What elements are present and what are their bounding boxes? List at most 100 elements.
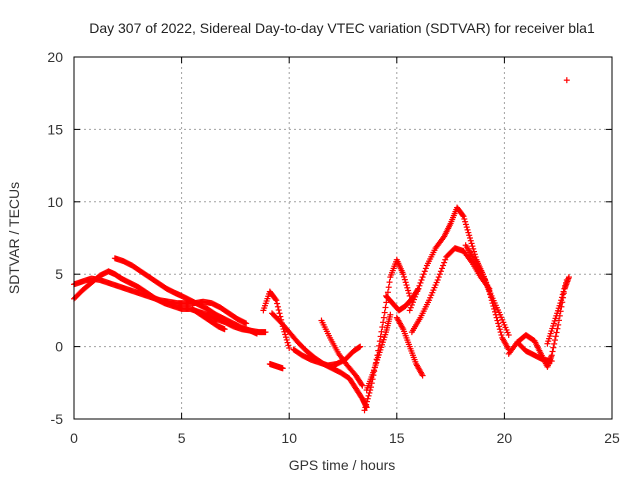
data-point	[380, 314, 387, 321]
data-point	[434, 276, 441, 283]
data-point	[414, 288, 421, 295]
data-point	[380, 319, 387, 326]
data-point	[253, 330, 260, 337]
data-point	[562, 282, 569, 289]
data-point	[498, 332, 505, 339]
series-track-o	[408, 245, 493, 336]
x-tick-label: 5	[178, 430, 186, 446]
data-point	[286, 345, 293, 352]
data-point	[559, 291, 566, 298]
data-point	[357, 343, 364, 350]
data-point	[491, 305, 498, 312]
data-point	[551, 340, 558, 347]
data-point	[462, 221, 469, 228]
data-point	[496, 326, 503, 333]
data-point	[553, 329, 560, 336]
data-point	[379, 324, 386, 331]
data-point	[413, 291, 420, 298]
data-point	[494, 317, 501, 324]
x-axis-label: GPS time / hours	[289, 457, 396, 473]
data-point	[262, 329, 269, 336]
data-point	[495, 320, 502, 327]
data-point	[491, 308, 498, 315]
y-tick-label: 15	[47, 121, 63, 137]
data-point	[493, 314, 500, 321]
series-track-c	[111, 255, 260, 337]
x-tick-label: 20	[497, 430, 513, 446]
data-point	[274, 303, 281, 310]
data-point	[402, 279, 409, 286]
y-tick-label: -5	[51, 411, 64, 427]
y-tick-labels: -5 0 5 10 15 20	[47, 49, 63, 427]
series-track-d	[189, 305, 228, 333]
data-point	[359, 382, 366, 389]
data-point	[438, 265, 445, 272]
data-point	[417, 279, 424, 286]
data-point	[412, 293, 419, 300]
data-point	[548, 352, 555, 359]
y-tick-label: 0	[55, 339, 63, 355]
series-track-i	[318, 317, 366, 389]
data-point	[563, 276, 570, 283]
data-point	[486, 288, 493, 295]
data-point	[272, 296, 279, 303]
data-point	[460, 213, 467, 220]
data-point	[284, 339, 291, 346]
data-point	[496, 323, 503, 330]
series-track-r	[514, 339, 555, 365]
data-point	[361, 407, 368, 414]
data-point	[561, 285, 568, 292]
data-point	[405, 287, 412, 294]
data-point	[470, 245, 477, 252]
data-point	[466, 232, 473, 239]
data-point	[408, 301, 415, 308]
data-point	[442, 256, 449, 263]
data-point	[461, 215, 468, 222]
data-point	[552, 333, 559, 340]
data-point	[362, 404, 369, 411]
data-point	[273, 297, 280, 304]
y-tick-label: 5	[55, 266, 63, 282]
data-point	[415, 285, 422, 292]
data-point	[363, 398, 370, 405]
grid	[74, 57, 612, 419]
axis-ticks	[73, 56, 613, 420]
data-point	[558, 297, 565, 304]
data-point	[554, 325, 561, 332]
data-point	[364, 395, 371, 402]
data-point	[555, 321, 562, 328]
data-point	[274, 300, 281, 307]
data-point	[471, 248, 478, 255]
data-points	[71, 77, 572, 414]
data-point	[406, 307, 413, 314]
data-point	[551, 337, 558, 344]
data-point	[279, 365, 286, 372]
data-point	[422, 265, 429, 272]
data-point	[467, 237, 474, 244]
data-point	[420, 271, 427, 278]
y-tick-label: 20	[47, 49, 63, 65]
data-point	[381, 309, 388, 316]
data-point	[488, 297, 495, 304]
data-point	[560, 288, 567, 295]
data-point	[382, 304, 389, 311]
series-track-s	[544, 276, 570, 347]
data-point	[497, 329, 504, 336]
data-point	[419, 372, 426, 379]
data-point	[401, 276, 408, 283]
data-point	[462, 218, 469, 225]
series-track-p	[462, 242, 512, 353]
data-point	[404, 284, 411, 291]
data-point	[366, 389, 373, 396]
x-tick-label: 10	[281, 430, 297, 446]
data-point	[276, 310, 283, 317]
data-point	[384, 289, 391, 296]
data-point	[221, 326, 228, 333]
data-point	[387, 311, 394, 318]
data-point	[490, 303, 497, 310]
series-track-f	[266, 360, 286, 372]
data-point	[558, 294, 565, 301]
data-point	[563, 279, 570, 286]
data-point	[376, 338, 383, 345]
data-point	[466, 235, 473, 241]
